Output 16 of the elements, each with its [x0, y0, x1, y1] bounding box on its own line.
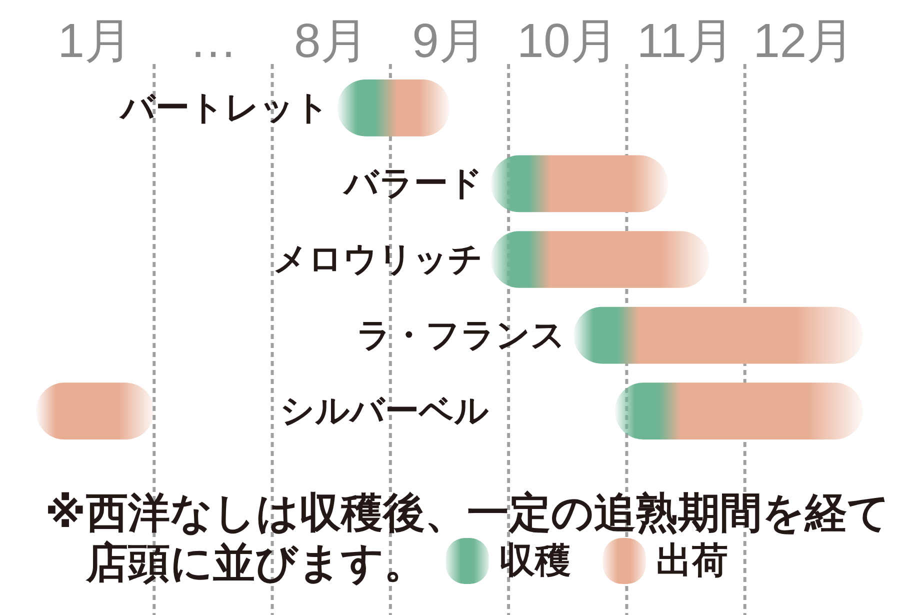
text: ※西洋なしは収穫後、一定の追熟期間を経て	[45, 488, 890, 537]
y-tick-label: メロウリッチ	[272, 240, 483, 280]
y-tick-label: ラ・フランス	[356, 315, 566, 356]
text: 1月	[58, 15, 132, 68]
legend-label: 収穫	[498, 540, 571, 582]
y-tick-label: バラード	[342, 164, 483, 204]
x-tick-label: 12月	[753, 15, 855, 68]
y-tick-label: シルバーベル	[280, 391, 490, 432]
x-tick-label: 9月	[412, 15, 487, 68]
x-tick-label: …	[189, 15, 238, 68]
text: 店頭に並びます。	[84, 538, 426, 587]
x-tick-label: 10月	[516, 15, 618, 68]
x-tick-label: 11月	[636, 15, 735, 68]
x-tick-label: 8月	[294, 15, 369, 68]
y-tick-label: バートレット	[118, 88, 330, 128]
legend-label: 出荷	[656, 540, 728, 582]
